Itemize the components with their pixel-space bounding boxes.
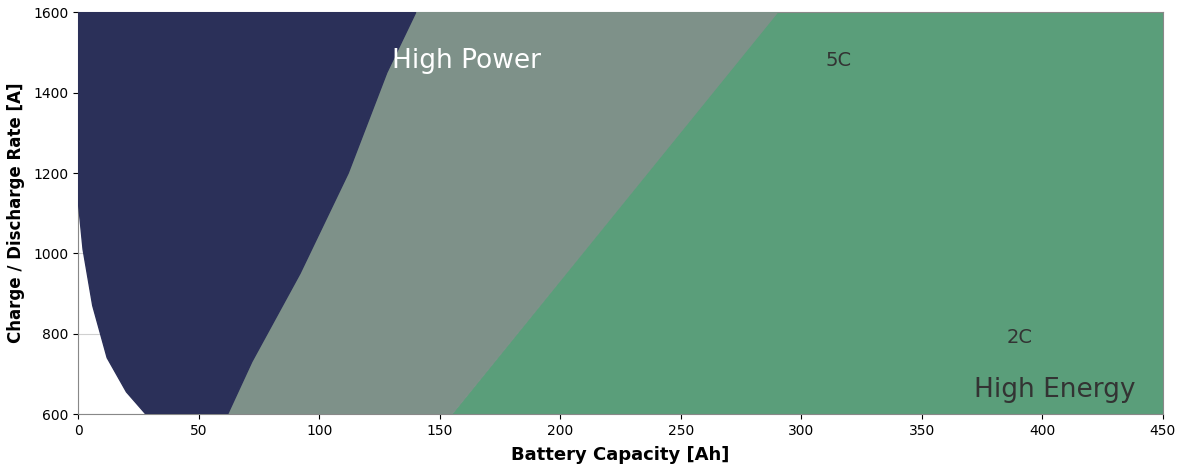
Text: High Energy: High Energy (974, 377, 1136, 403)
Polygon shape (789, 293, 1163, 414)
X-axis label: Battery Capacity [Ah]: Battery Capacity [Ah] (511, 446, 730, 464)
Text: 2C: 2C (1007, 328, 1033, 347)
Text: 5C: 5C (826, 51, 852, 70)
Polygon shape (452, 12, 1163, 414)
Y-axis label: Charge / Discharge Rate [A]: Charge / Discharge Rate [A] (7, 83, 25, 343)
Polygon shape (227, 12, 777, 414)
Polygon shape (78, 12, 415, 414)
Text: High Power: High Power (392, 48, 541, 73)
